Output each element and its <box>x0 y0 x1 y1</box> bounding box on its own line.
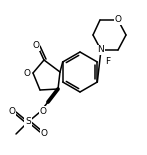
Text: O: O <box>41 128 47 137</box>
Text: O: O <box>40 106 46 115</box>
Text: F: F <box>105 58 110 66</box>
Text: O: O <box>32 42 40 51</box>
Text: S: S <box>25 117 31 126</box>
Text: O: O <box>9 106 15 115</box>
Text: O: O <box>115 16 122 24</box>
Text: O: O <box>24 69 30 78</box>
Text: N: N <box>98 46 104 55</box>
